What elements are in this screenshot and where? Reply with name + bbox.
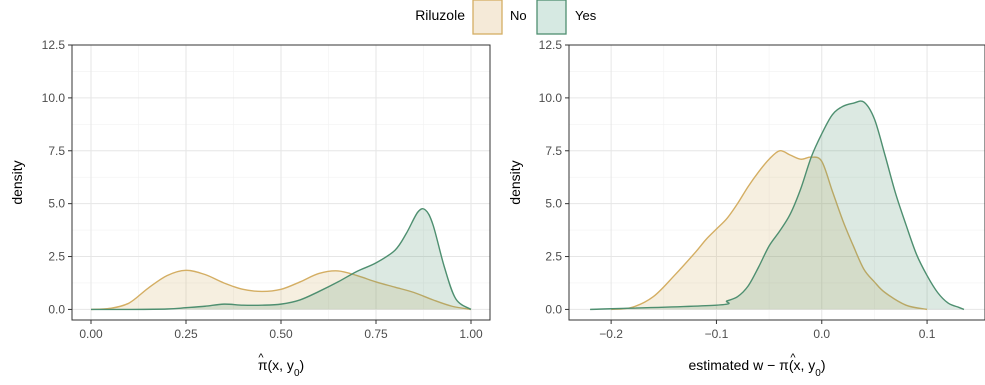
x-axis-label-prefix: estimated w − (688, 357, 779, 373)
x-tick-label: −0.2 (599, 327, 623, 341)
x-tick-label: −0.1 (705, 327, 729, 341)
legend-key-yes (536, 0, 567, 35)
x-axis-label: π(x, y0) (258, 357, 304, 379)
y-axis-label: density (9, 160, 25, 204)
grid (72, 44, 490, 320)
x-tick-label: 0.75 (364, 327, 388, 341)
axis-ticks: 0.0 2.5 5.0 7.5 10.0 12.5 −0.2 −0.1 0.0 0.1 (539, 38, 936, 341)
x-axis-label-close: ) (821, 357, 826, 373)
y-tick-label: 0.0 (545, 302, 562, 316)
x-axis-label-close: ) (300, 357, 305, 373)
legend-key-no (472, 0, 503, 35)
legend: Riluzole No Yes (415, 0, 597, 35)
x-axis-label-sub: 0 (815, 368, 821, 379)
legend-title: Riluzole (415, 7, 465, 23)
x-tick-label: 0.0 (813, 327, 830, 341)
y-tick-label: 7.5 (48, 144, 65, 158)
y-tick-label: 7.5 (545, 144, 562, 158)
y-tick-label: 10.0 (539, 91, 563, 105)
panel-border (568, 44, 985, 321)
x-tick-label: 0.50 (269, 327, 293, 341)
right-density-panel: 0.0 2.5 5.0 7.5 10.0 12.5 −0.2 −0.1 0.0 0.1 densi… (507, 38, 985, 379)
y-tick-label: 5.0 (545, 197, 562, 211)
y-tick-label: 0.0 (48, 302, 65, 316)
x-axis-label-hat: ^ (258, 352, 264, 364)
y-tick-label: 2.5 (545, 250, 562, 264)
density-line-yes (90, 208, 472, 311)
x-axis-label-pi: π (258, 357, 268, 373)
y-tick-label: 2.5 (48, 250, 65, 264)
density-fill-yes (590, 101, 964, 310)
x-tick-label: 0.1 (919, 327, 936, 341)
x-axis-label-sub: 0 (294, 368, 300, 379)
x-axis-label-body: (x, y (789, 357, 815, 373)
y-tick-label: 12.5 (539, 38, 563, 52)
x-axis-label-pi: π (779, 357, 789, 373)
x-tick-label: 0.25 (174, 327, 198, 341)
legend-label-yes: Yes (575, 8, 597, 23)
density-fill-yes (91, 208, 471, 310)
x-tick-label: 0.00 (79, 327, 103, 341)
density-line-no (611, 149, 928, 311)
density-line-no (90, 269, 472, 311)
y-tick-label: 10.0 (42, 91, 66, 105)
y-tick-label: 12.5 (42, 38, 66, 52)
legend-label-no: No (510, 8, 527, 23)
x-tick-label: 1.00 (459, 327, 483, 341)
x-axis-label-body: (x, y (267, 357, 293, 373)
x-axis-label: estimated w − π(x, y0) (688, 357, 825, 379)
left-density-panel: 0.0 2.5 5.0 7.5 10.0 12.5 0.00 0.25 0.50 0.75 1.00… (9, 38, 491, 379)
x-axis-label-hat: ^ (790, 352, 796, 364)
y-axis-label: density (507, 160, 523, 204)
density-line-yes (590, 100, 965, 311)
y-tick-label: 5.0 (48, 197, 65, 211)
density-areas (90, 208, 472, 311)
density-areas (590, 100, 965, 311)
density-fill-no (611, 150, 928, 310)
axis-ticks: 0.0 2.5 5.0 7.5 10.0 12.5 0.00 0.25 0.50 0.75 1.00 (42, 38, 483, 341)
